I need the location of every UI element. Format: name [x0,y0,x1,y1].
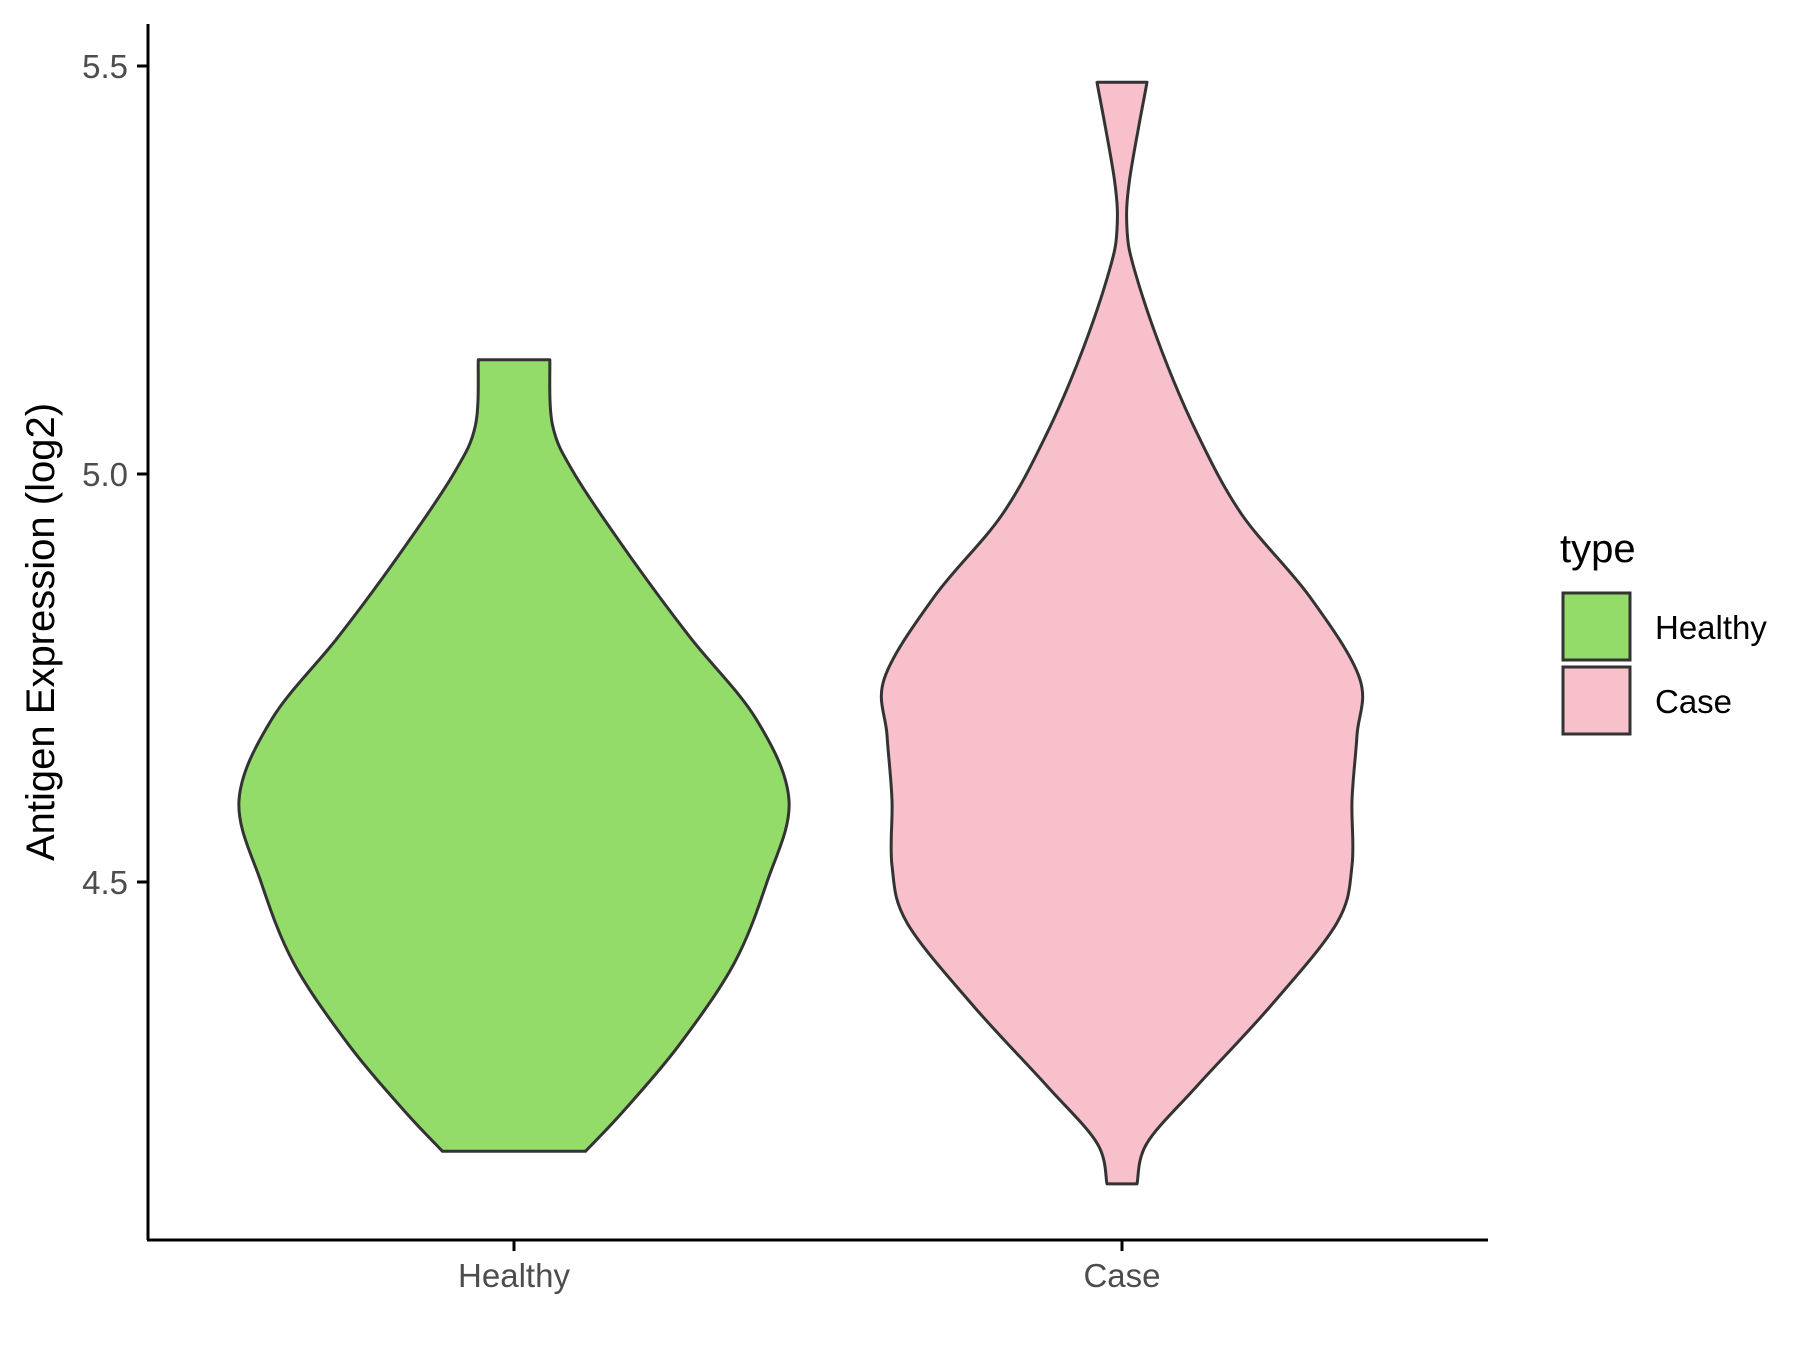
x-ticks: Healthy Case [458,1240,1161,1294]
legend: type Healthy Case [1560,527,1767,736]
legend-label-case: Case [1655,683,1732,720]
y-tick-label: 4.5 [82,864,128,901]
y-tick-label: 5.5 [82,48,128,85]
legend-label-healthy: Healthy [1655,609,1767,646]
violin-healthy [237,358,791,1153]
violin-case [879,80,1365,1186]
y-ticks: 4.5 5.0 5.5 [82,48,148,901]
violins-layer [237,80,1365,1186]
x-tick-label-case: Case [1083,1257,1160,1294]
legend-title: type [1560,527,1636,571]
x-tick-label-healthy: Healthy [458,1257,570,1294]
y-axis-title: Antigen Expression (log2) [19,403,63,861]
legend-key-case [1561,665,1632,736]
legend-key-healthy [1561,591,1632,662]
y-tick-label: 5.0 [82,456,128,493]
